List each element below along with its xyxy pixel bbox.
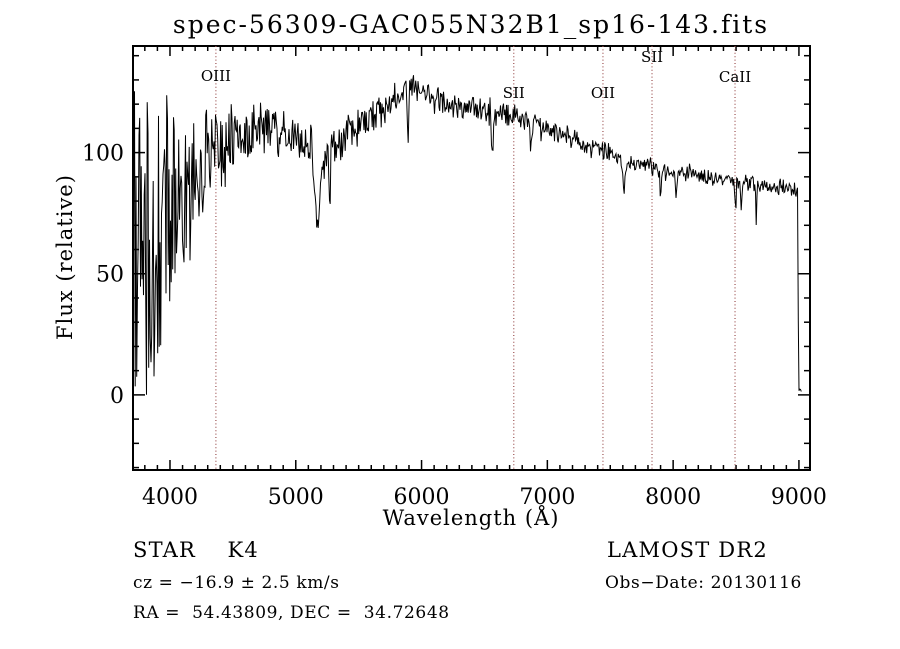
y-tick-label: 50: [96, 263, 124, 288]
spectral-line-label: SII: [503, 84, 525, 102]
x-tick-label: 5000: [268, 485, 324, 510]
radial-velocity: cz = −16.9 ± 2.5 km/s: [133, 573, 340, 593]
x-tick-label: 9000: [771, 485, 827, 510]
y-tick-label: 0: [110, 384, 124, 409]
y-axis-label: Flux (relative): [53, 174, 77, 340]
y-tick-label: 100: [82, 142, 124, 167]
survey-release: LAMOST DR2: [607, 538, 768, 562]
x-tick-label: 8000: [645, 485, 701, 510]
x-tick-label: 4000: [142, 485, 198, 510]
x-axis-label: Wavelength (Å): [383, 505, 560, 530]
spectral-line-label: CaII: [719, 68, 751, 86]
spectrum-trace: [132, 75, 802, 470]
coordinates: RA = 54.43809, DEC = 34.72648: [133, 603, 450, 623]
object-classification: STAR K4: [133, 538, 259, 562]
x-tick-label: 6000: [394, 485, 450, 510]
x-tick-label: 7000: [519, 485, 575, 510]
observation-date: Obs−Date: 20130116: [605, 573, 802, 593]
spectral-line-label: OIII: [201, 67, 231, 85]
chart-body: 4000 5000 6000 7000 8000 9000 0 50 100 OIII SII OII…: [82, 45, 827, 510]
spectrum-chart: spec-56309-GAC055N32B1_sp16-143.fits 400…: [53, 10, 827, 530]
chart-title: spec-56309-GAC055N32B1_sp16-143.fits: [173, 10, 769, 39]
spectral-line-label: SII: [641, 48, 663, 66]
spectral-line-label: OII: [591, 84, 615, 102]
plot-frame: [132, 45, 811, 471]
